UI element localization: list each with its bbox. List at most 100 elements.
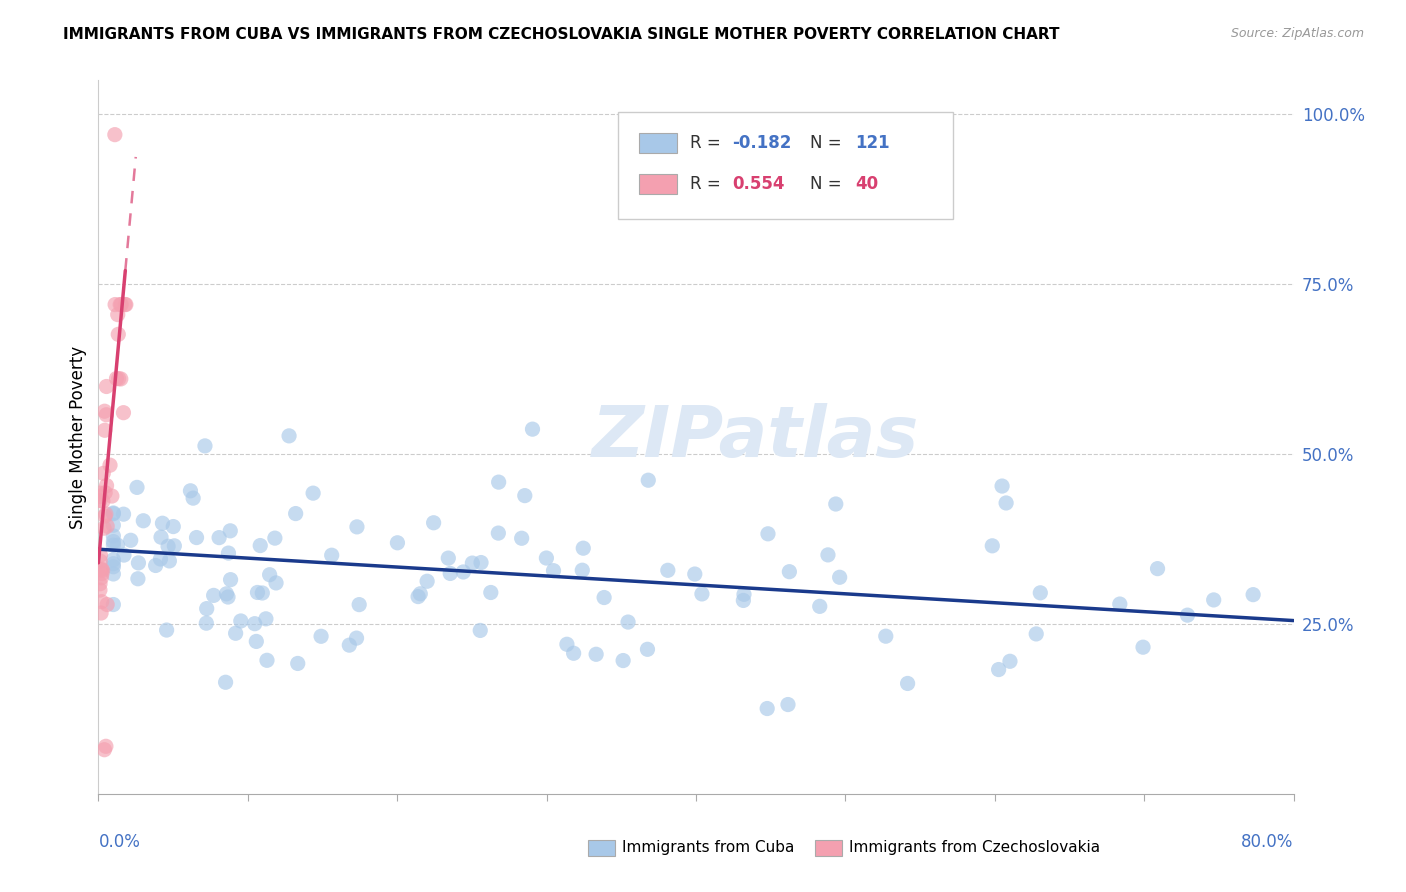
- Point: [543, 564, 565, 578]
- Point: [157, 554, 180, 568]
- Point: [103, 566, 125, 581]
- Point: [302, 486, 325, 500]
- Point: [90, 562, 112, 576]
- Point: [91, 563, 114, 577]
- Text: 40: 40: [855, 175, 877, 193]
- Point: [1132, 640, 1154, 655]
- Point: [90, 606, 112, 620]
- Point: [287, 657, 309, 671]
- Point: [593, 591, 616, 605]
- Point: [637, 473, 659, 487]
- Point: [346, 520, 368, 534]
- Text: R =: R =: [690, 175, 725, 193]
- Point: [321, 548, 343, 562]
- Point: [981, 539, 1004, 553]
- Point: [96, 408, 118, 422]
- Point: [94, 423, 117, 437]
- Point: [103, 557, 125, 571]
- Point: [103, 534, 125, 549]
- Point: [987, 663, 1010, 677]
- Point: [115, 297, 138, 311]
- Point: [217, 590, 239, 604]
- Point: [103, 507, 125, 521]
- Point: [995, 496, 1018, 510]
- Point: [149, 552, 172, 566]
- Point: [162, 519, 184, 533]
- Text: N =: N =: [810, 134, 846, 152]
- Point: [510, 531, 533, 545]
- Point: [278, 429, 301, 443]
- Text: 0.554: 0.554: [733, 175, 785, 193]
- Point: [219, 573, 242, 587]
- Point: [337, 638, 360, 652]
- Point: [89, 493, 111, 508]
- Point: [571, 563, 593, 577]
- Point: [195, 601, 218, 615]
- Point: [194, 439, 217, 453]
- Point: [90, 571, 112, 585]
- Point: [89, 563, 111, 577]
- Point: [110, 372, 132, 386]
- Point: [90, 595, 112, 609]
- Text: -0.182: -0.182: [733, 134, 792, 152]
- Point: [89, 576, 111, 591]
- Text: 0.0%: 0.0%: [98, 833, 141, 851]
- Point: [470, 556, 492, 570]
- Point: [409, 587, 432, 601]
- Point: [309, 629, 332, 643]
- Point: [112, 507, 135, 521]
- Point: [215, 587, 238, 601]
- Point: [104, 297, 127, 311]
- Point: [107, 372, 129, 386]
- Bar: [589, 840, 614, 856]
- Point: [94, 739, 117, 754]
- Point: [94, 485, 117, 500]
- Text: Immigrants from Czechoslovakia: Immigrants from Czechoslovakia: [849, 840, 1099, 855]
- Point: [103, 518, 125, 533]
- Point: [89, 490, 111, 504]
- Point: [733, 587, 755, 601]
- Point: [439, 566, 461, 581]
- Point: [756, 526, 779, 541]
- Point: [127, 572, 149, 586]
- Point: [214, 675, 236, 690]
- Point: [186, 531, 208, 545]
- Point: [93, 742, 115, 756]
- Point: [416, 574, 439, 589]
- Point: [179, 483, 201, 498]
- Point: [195, 616, 218, 631]
- Point: [181, 491, 204, 505]
- Point: [112, 548, 135, 562]
- Text: Source: ZipAtlas.com: Source: ZipAtlas.com: [1230, 27, 1364, 40]
- Point: [1146, 561, 1168, 575]
- Point: [1025, 627, 1047, 641]
- Text: 80.0%: 80.0%: [1241, 833, 1294, 851]
- Point: [875, 629, 897, 643]
- Point: [107, 308, 129, 322]
- Point: [96, 379, 118, 393]
- Point: [101, 489, 124, 503]
- Point: [264, 531, 287, 545]
- Point: [229, 614, 252, 628]
- Point: [103, 559, 125, 574]
- Point: [103, 598, 125, 612]
- Point: [90, 566, 112, 581]
- Point: [96, 598, 118, 612]
- Point: [259, 567, 281, 582]
- Point: [479, 585, 502, 599]
- Point: [157, 539, 180, 553]
- Point: [219, 524, 242, 538]
- Point: [486, 526, 509, 541]
- Point: [150, 530, 173, 544]
- Bar: [638, 174, 676, 194]
- Point: [346, 631, 368, 645]
- Point: [105, 371, 128, 385]
- Point: [145, 558, 167, 573]
- Point: [824, 497, 846, 511]
- Point: [612, 654, 634, 668]
- Point: [254, 612, 277, 626]
- Point: [461, 556, 484, 570]
- Point: [756, 701, 779, 715]
- Point: [163, 539, 186, 553]
- Point: [103, 529, 125, 543]
